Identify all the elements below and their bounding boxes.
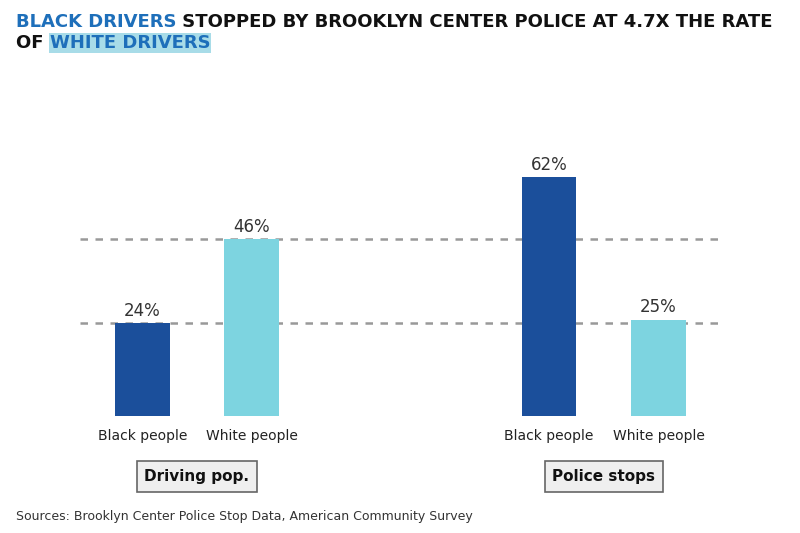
Text: Black people: Black people	[504, 429, 594, 443]
Text: Driving pop.: Driving pop.	[145, 469, 250, 484]
Text: Police stops: Police stops	[552, 469, 655, 484]
Bar	[522, 177, 576, 416]
Text: Black people: Black people	[98, 429, 187, 443]
Text: WHITE DRIVERS: WHITE DRIVERS	[50, 34, 210, 52]
Text: Sources: Brooklyn Center Police Stop Data, American Community Survey: Sources: Brooklyn Center Police Stop Dat…	[16, 511, 473, 523]
Text: 46%: 46%	[234, 217, 270, 236]
Text: White people: White people	[613, 429, 705, 443]
Bar	[224, 239, 279, 416]
Text: OF: OF	[16, 34, 50, 52]
Text: 62%: 62%	[530, 156, 567, 174]
Text: BLACK DRIVERS: BLACK DRIVERS	[16, 13, 177, 31]
Text: White people: White people	[206, 429, 298, 443]
Text: 24%: 24%	[124, 302, 161, 320]
Text: STOPPED BY BROOKLYN CENTER POLICE AT 4.7X THE RATE: STOPPED BY BROOKLYN CENTER POLICE AT 4.7…	[177, 13, 773, 31]
Bar	[631, 319, 686, 416]
Text: 25%: 25%	[640, 298, 677, 317]
Bar	[115, 324, 170, 416]
